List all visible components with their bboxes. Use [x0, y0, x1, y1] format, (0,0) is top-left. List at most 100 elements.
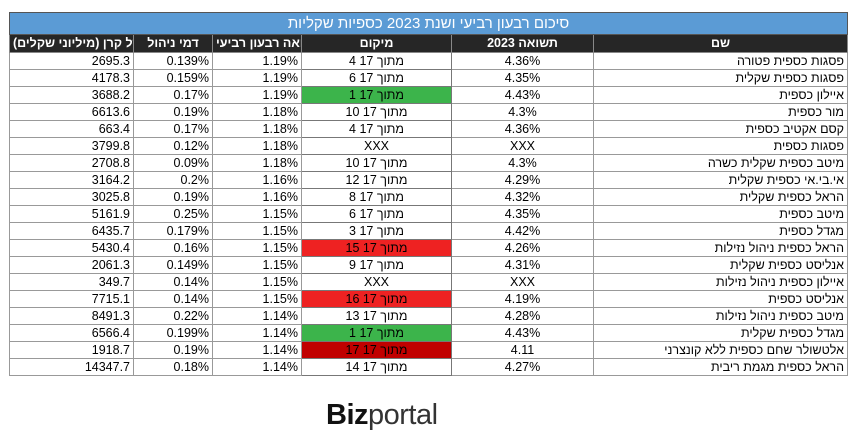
fund-size-cell: 349.7 [9, 273, 134, 291]
rank-cell: 3 מתוך 17 [301, 222, 452, 240]
table-row: 3164.2 0.2% 1.16% 12 מתוך 17 4.29% אי.בי.אי כ… [9, 171, 849, 189]
table-row: 2708.8 0.09% 1.18% 10 מתוך 17 4.3% מיטב כספית… [9, 154, 849, 172]
year-return-cell: 4.19% [451, 290, 594, 308]
management-fee-cell: 0.159% [133, 69, 213, 87]
year-return-cell: 4.31% [451, 256, 594, 274]
rank-cell: 1 מתוך 17 [301, 324, 452, 342]
year-return-cell: 4.11 [451, 341, 594, 359]
fund-size-cell: 3164.2 [9, 171, 134, 189]
table-row: 6613.6 0.19% 1.18% 10 מתוך 17 4.3% מור כספית [9, 103, 849, 121]
rank-cell: 17 מתוך 17 [301, 341, 452, 359]
rank-cell: 4 מתוך 17 [301, 120, 452, 138]
header-year-return: תשואה 2023 [451, 34, 594, 53]
management-fee-cell: 0.2% [133, 171, 213, 189]
year-return-cell: 4.42% [451, 222, 594, 240]
rank-cell: 1 מתוך 17 [301, 86, 452, 104]
header-rank: מיקום [301, 34, 452, 53]
fund-name-cell: פסגות כספית פטורה [592, 52, 849, 70]
table-row: 3025.8 0.19% 1.16% 8 מתוך 17 4.32% הראל כספית… [9, 188, 849, 206]
management-fee-cell: 0.17% [133, 120, 213, 138]
table-row: 4178.3 0.159% 1.19% 6 מתוך 17 4.35% פסגות כספ… [9, 69, 849, 87]
year-return-cell: 4.28% [451, 307, 594, 325]
quarter-return-cell: 1.19% [212, 69, 302, 87]
fund-name-cell: אלטשולר שחם כספית ללא קונצרני [592, 341, 849, 359]
management-fee-cell: 0.14% [133, 273, 213, 291]
fund-name-cell: הראל כספית ניהול נזילות [592, 239, 849, 257]
year-return-cell: XXX [451, 137, 594, 155]
fund-size-cell: 14347.7 [9, 358, 134, 376]
table-row: 349.7 0.14% 1.15% XXX XXX איילון כספית ניהול … [9, 273, 849, 291]
management-fee-cell: 0.19% [133, 103, 213, 121]
year-return-cell: 4.35% [451, 205, 594, 223]
management-fee-cell: 0.19% [133, 341, 213, 359]
table-row: 14347.7 0.18% 1.14% 14 מתוך 17 4.27% הראל כספ… [9, 358, 849, 376]
fund-name-cell: מגדל כספית שקלית [592, 324, 849, 342]
table-row: 7715.1 0.14% 1.15% 16 מתוך 17 4.19% אנליסט כס… [9, 290, 849, 308]
rank-cell: 16 מתוך 17 [301, 290, 452, 308]
management-fee-cell: 0.14% [133, 290, 213, 308]
table-row: 5430.4 0.16% 1.15% 15 מתוך 17 4.26% הראל כספי… [9, 239, 849, 257]
quarter-return-cell: 1.14% [212, 341, 302, 359]
quarter-return-cell: 1.14% [212, 307, 302, 325]
quarter-return-cell: 1.14% [212, 324, 302, 342]
year-return-cell: 4.43% [451, 324, 594, 342]
management-fee-cell: 0.22% [133, 307, 213, 325]
management-fee-cell: 0.18% [133, 358, 213, 376]
rank-cell: 13 מתוך 17 [301, 307, 452, 325]
year-return-cell: 4.43% [451, 86, 594, 104]
rank-cell: 4 מתוך 17 [301, 52, 452, 70]
year-return-cell: 4.3% [451, 154, 594, 172]
header-fee: דמי ניהול [133, 34, 213, 53]
year-return-cell: 4.32% [451, 188, 594, 206]
bizportal-logo: Biz portal [326, 399, 438, 431]
fund-size-cell: 663.4 [9, 120, 134, 138]
rank-cell: 10 מתוך 17 [301, 103, 452, 121]
quarter-return-cell: 1.15% [212, 256, 302, 274]
logo-biz: Biz [326, 399, 369, 431]
fund-size-cell: 6613.6 [9, 103, 134, 121]
year-return-cell: 4.35% [451, 69, 594, 87]
table-row: 663.4 0.17% 1.18% 4 מתוך 17 4.36% קסם אקטיב כ… [9, 120, 849, 138]
fund-name-cell: אנליסט כספית שקלית [592, 256, 849, 274]
year-return-cell: 4.3% [451, 103, 594, 121]
quarter-return-cell: 1.19% [212, 86, 302, 104]
fund-name-cell: קסם אקטיב כספית [592, 120, 849, 138]
fund-size-cell: 6566.4 [9, 324, 134, 342]
table-row: 3688.2 0.17% 1.19% 1 מתוך 17 4.43% איילון כספ… [9, 86, 849, 104]
fund-size-cell: 5430.4 [9, 239, 134, 257]
quarter-return-cell: 1.18% [212, 154, 302, 172]
fund-size-cell: 3799.8 [9, 137, 134, 155]
rank-cell: XXX [301, 273, 452, 291]
table-row: 8491.3 0.22% 1.14% 13 מתוך 17 4.28% מיטב כספי… [9, 307, 849, 325]
management-fee-cell: 0.149% [133, 256, 213, 274]
fund-size-cell: 6435.7 [9, 222, 134, 240]
fund-size-cell: 3025.8 [9, 188, 134, 206]
fund-size-cell: 2695.3 [9, 52, 134, 70]
table-row: 1918.7 0.19% 1.14% 17 מתוך 17 4.11 אלטשולר שח… [9, 341, 849, 359]
fund-summary-table: סיכום רבעון רביעי ושנת 2023 כספיות שקליו… [8, 12, 849, 376]
quarter-return-cell: 1.16% [212, 188, 302, 206]
year-return-cell: XXX [451, 273, 594, 291]
header-quarter-return: תשואה רבעון רביעי [212, 34, 302, 53]
fund-name-cell: מיטב כספית [592, 205, 849, 223]
management-fee-cell: 0.25% [133, 205, 213, 223]
quarter-return-cell: 1.15% [212, 205, 302, 223]
rank-cell: 9 מתוך 17 [301, 256, 452, 274]
fund-size-cell: 1918.7 [9, 341, 134, 359]
management-fee-cell: 0.199% [133, 324, 213, 342]
fund-name-cell: מור כספית [592, 103, 849, 121]
quarter-return-cell: 1.19% [212, 52, 302, 70]
quarter-return-cell: 1.18% [212, 103, 302, 121]
management-fee-cell: 0.139% [133, 52, 213, 70]
table-title: סיכום רבעון רביעי ושנת 2023 כספיות שקליו… [8, 12, 849, 35]
management-fee-cell: 0.16% [133, 239, 213, 257]
header-row: גודל קרן (מיליוני שקלים) דמי ניהול תשואה… [9, 34, 849, 53]
quarter-return-cell: 1.15% [212, 290, 302, 308]
fund-size-cell: 8491.3 [9, 307, 134, 325]
rank-cell: 6 מתוך 17 [301, 205, 452, 223]
management-fee-cell: 0.09% [133, 154, 213, 172]
fund-name-cell: מיטב כספית ניהול נזילות [592, 307, 849, 325]
quarter-return-cell: 1.16% [212, 171, 302, 189]
fund-name-cell: הראל כספית שקלית [592, 188, 849, 206]
fund-name-cell: מגדל כספית [592, 222, 849, 240]
